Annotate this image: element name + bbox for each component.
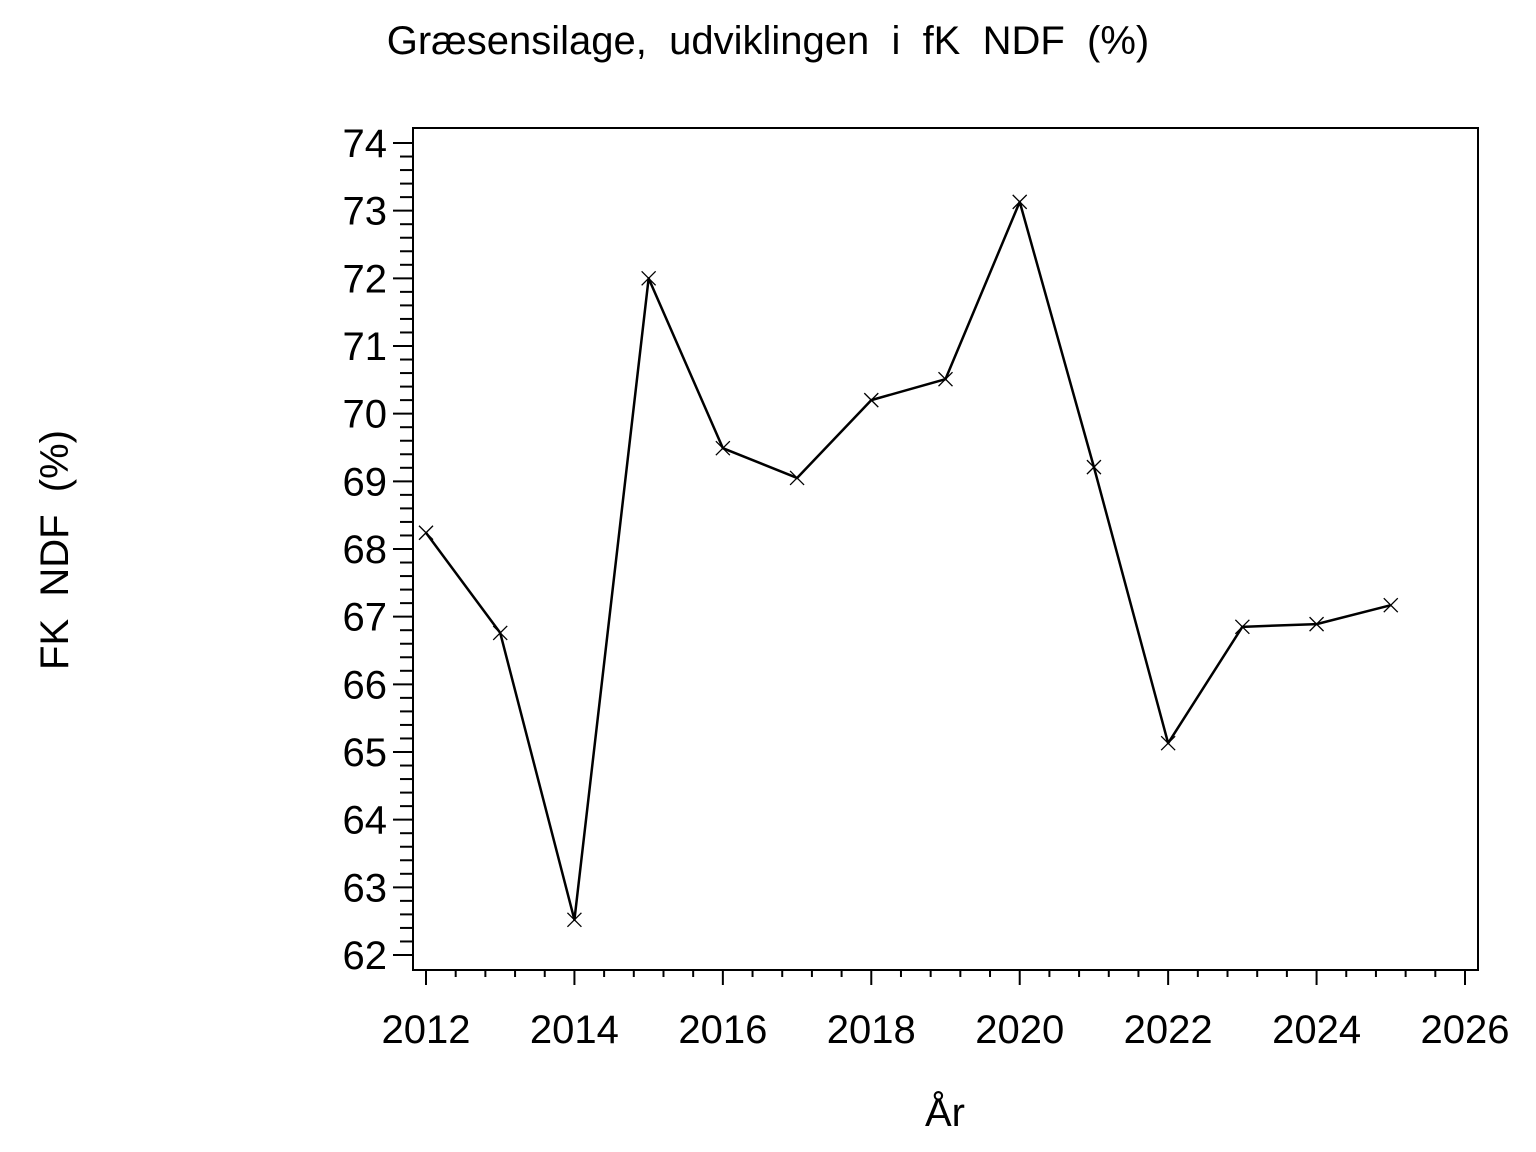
y-tick-label: 62	[343, 934, 388, 978]
data-point-marker	[1086, 459, 1102, 475]
marker-stroke	[715, 440, 731, 456]
data-point-marker	[1309, 616, 1325, 632]
x-tick-label: 2012	[382, 1008, 471, 1052]
marker-stroke	[641, 270, 657, 286]
data-point-marker	[863, 392, 879, 408]
marker-stroke	[863, 392, 879, 408]
marker-stroke	[1309, 616, 1325, 632]
y-tick-label: 70	[343, 393, 388, 437]
x-tick-label: 2018	[827, 1008, 916, 1052]
y-tick-label: 68	[343, 528, 388, 572]
data-point-marker	[566, 912, 582, 928]
x-tick-label: 2014	[530, 1008, 619, 1052]
data-point-marker	[1234, 619, 1250, 635]
y-tick-label: 65	[343, 731, 388, 775]
x-tick-label: 2024	[1272, 1008, 1361, 1052]
marker-stroke	[938, 371, 953, 387]
y-tick-label: 73	[343, 190, 388, 234]
y-tick-label: 74	[343, 122, 388, 166]
data-point-marker	[715, 440, 731, 456]
x-tick-label: 2022	[1124, 1008, 1213, 1052]
x-tick-label: 2020	[975, 1008, 1064, 1052]
x-axis-label: År	[925, 1090, 965, 1135]
marker-stroke	[492, 625, 508, 641]
y-tick-label: 63	[343, 866, 388, 910]
marker-stroke	[566, 912, 582, 928]
data-point-marker	[938, 371, 953, 387]
x-tick-label: 2016	[678, 1008, 767, 1052]
y-tick-label: 69	[343, 460, 388, 504]
series-line	[424, 200, 1392, 922]
marker-stroke	[789, 470, 805, 486]
y-tick-label: 64	[343, 799, 388, 843]
x-tick-label: 2026	[1421, 1008, 1510, 1052]
marker-stroke	[1383, 597, 1399, 613]
data-point-marker	[418, 525, 434, 541]
y-axis-label: FK NDF (%)	[33, 430, 77, 670]
y-tick-label: 66	[343, 663, 388, 707]
data-point-marker	[789, 470, 805, 486]
data-point-marker	[1012, 194, 1028, 210]
data-point-marker	[492, 625, 508, 641]
y-tick-label: 67	[343, 596, 388, 640]
y-tick-label: 71	[343, 325, 388, 369]
chart-title: Græsensilage, udviklingen i fK NDF (%)	[387, 19, 1149, 63]
plot-frame	[412, 127, 1479, 971]
data-point-marker	[641, 270, 657, 286]
marker-stroke	[1012, 194, 1028, 210]
marker-stroke	[1086, 459, 1102, 475]
marker-stroke	[418, 525, 434, 541]
data-point-marker	[1383, 597, 1399, 613]
marker-stroke	[1160, 735, 1176, 751]
marker-stroke	[1234, 619, 1250, 635]
y-tick-label: 72	[343, 257, 388, 301]
data-point-marker	[1160, 735, 1176, 751]
